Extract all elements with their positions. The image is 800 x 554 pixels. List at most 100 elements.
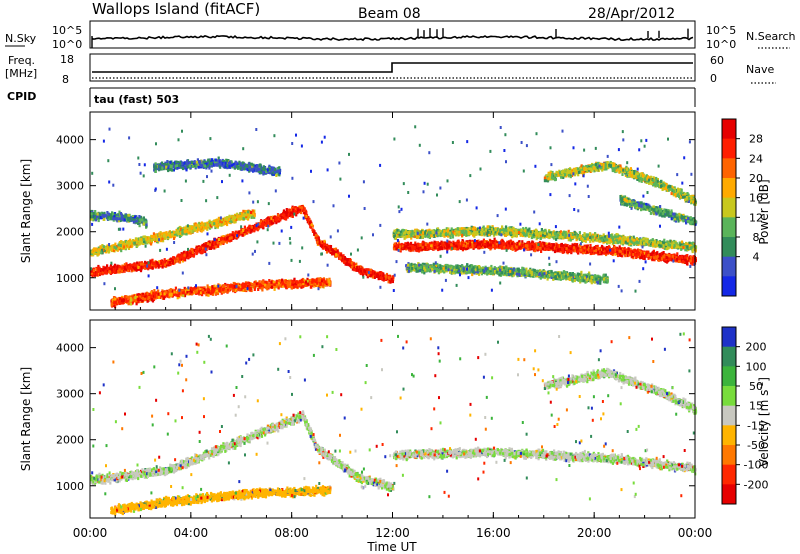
data-cell — [122, 298, 125, 302]
data-cell — [292, 209, 295, 212]
data-cell — [311, 230, 315, 233]
data-cell — [137, 298, 140, 302]
data-cell — [328, 283, 331, 287]
data-cell — [113, 245, 116, 249]
data-cell — [241, 285, 244, 289]
data-cell — [171, 259, 174, 262]
data-cell — [119, 244, 122, 247]
data-cell — [287, 282, 290, 286]
data-cell — [316, 236, 319, 240]
data-cell — [253, 283, 256, 287]
data-cell — [291, 215, 294, 218]
data-cell — [176, 256, 179, 260]
data-cell — [359, 267, 362, 270]
data-cell — [135, 302, 138, 306]
data-cell — [134, 298, 137, 302]
data-cell — [131, 300, 134, 304]
data-cell — [319, 283, 322, 286]
data-cell — [265, 286, 268, 290]
data-cell — [104, 271, 107, 275]
data-cell — [191, 226, 194, 230]
data-cell — [335, 253, 338, 257]
data-cell — [181, 231, 184, 235]
data-cell — [93, 273, 97, 277]
data-cell — [313, 230, 316, 234]
data-cell — [210, 221, 213, 225]
data-cell — [113, 269, 116, 273]
freq-tick-top: 18 — [60, 53, 74, 66]
data-cell — [333, 251, 336, 255]
data-cell — [375, 275, 378, 278]
data-cell — [127, 266, 130, 270]
data-cell — [184, 229, 187, 233]
data-cell — [182, 294, 185, 298]
data-cell — [289, 213, 292, 217]
data-cell — [306, 279, 309, 283]
data-cell — [268, 279, 271, 282]
data-cell — [242, 209, 245, 213]
data-cell — [171, 290, 174, 294]
data-cell — [196, 291, 199, 295]
data-cell — [253, 214, 256, 218]
data-cell — [178, 292, 181, 296]
data-cell — [137, 266, 140, 269]
data-cell — [130, 268, 133, 271]
data-cell — [213, 287, 216, 291]
data-cell — [247, 285, 250, 289]
data-cell — [331, 252, 334, 256]
data-cell — [105, 269, 109, 273]
data-cell — [193, 291, 196, 294]
data-cell — [236, 215, 239, 218]
data-cell — [300, 285, 303, 289]
data-cell — [269, 222, 272, 226]
data-cell — [149, 259, 152, 263]
data-cell — [283, 214, 286, 218]
data-cell — [148, 264, 151, 268]
data-cell — [216, 284, 219, 288]
data-cell — [244, 213, 247, 217]
data-cell — [175, 228, 178, 232]
data-cell — [305, 214, 308, 218]
frequency-trace — [92, 62, 693, 73]
data-cell — [345, 258, 348, 262]
data-cell — [207, 224, 210, 228]
data-cell — [270, 217, 273, 221]
data-cell — [294, 206, 297, 210]
data-cell — [213, 284, 216, 288]
data-cell — [247, 210, 250, 214]
power-heatmap — [90, 125, 698, 309]
data-cell — [227, 233, 230, 237]
data-cell — [277, 213, 280, 217]
data-cell — [168, 295, 171, 299]
nsky-spikes — [91, 28, 689, 48]
data-cell — [90, 271, 93, 275]
data-cell — [253, 288, 256, 291]
data-cell — [148, 261, 151, 265]
data-cell — [173, 290, 176, 294]
data-cell — [136, 261, 139, 265]
data-cell — [245, 230, 248, 234]
freq-panel-frame — [89, 53, 696, 82]
data-cell — [115, 268, 118, 272]
data-cell — [308, 281, 312, 285]
nsky-label: N.Sky — [5, 32, 37, 45]
data-cell — [152, 262, 156, 266]
data-cell — [134, 237, 137, 241]
data-cell — [321, 278, 324, 282]
data-cell — [197, 227, 200, 231]
data-cell — [150, 238, 153, 242]
data-cell — [202, 291, 205, 295]
data-cell — [162, 293, 165, 297]
data-cell — [132, 263, 135, 267]
data-cell — [201, 250, 204, 254]
data-cell — [252, 285, 255, 289]
data-cell — [96, 270, 100, 274]
data-cell — [120, 249, 123, 253]
data-cell — [295, 281, 298, 285]
data-cell — [290, 283, 294, 286]
data-cell — [157, 264, 160, 268]
data-cell — [125, 298, 128, 302]
data-cell — [188, 291, 191, 295]
data-cell — [226, 288, 229, 292]
